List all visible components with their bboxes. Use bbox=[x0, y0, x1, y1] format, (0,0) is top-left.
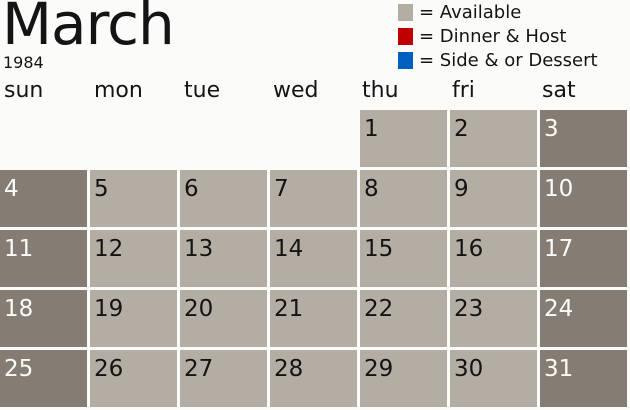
day-cell[interactable]: 21 bbox=[270, 290, 357, 347]
day-cell[interactable]: 13 bbox=[180, 230, 267, 287]
day-number: 19 bbox=[94, 296, 124, 322]
day-number: 18 bbox=[4, 296, 34, 322]
day-cell[interactable]: 18 bbox=[0, 290, 87, 347]
day-number: 22 bbox=[364, 296, 394, 322]
dow-wed: wed bbox=[273, 78, 319, 103]
legend-item-side-dessert: = Side & or Dessert bbox=[398, 48, 598, 72]
legend-item-available: = Available bbox=[398, 0, 598, 24]
day-cell[interactable]: 29 bbox=[360, 350, 447, 407]
day-cell[interactable]: 30 bbox=[450, 350, 537, 407]
day-number: 30 bbox=[454, 356, 484, 382]
day-cell[interactable]: 23 bbox=[450, 290, 537, 347]
day-number: 8 bbox=[364, 176, 379, 202]
day-cell[interactable]: 14 bbox=[270, 230, 357, 287]
day-cell[interactable]: 2 bbox=[450, 110, 537, 167]
day-cell[interactable]: 11 bbox=[0, 230, 87, 287]
day-cell[interactable]: 28 bbox=[270, 350, 357, 407]
day-number: 10 bbox=[544, 176, 574, 202]
day-number: 11 bbox=[4, 236, 34, 262]
day-cell[interactable]: 8 bbox=[360, 170, 447, 227]
day-cell[interactable]: 7 bbox=[270, 170, 357, 227]
side-dessert-swatch bbox=[398, 51, 413, 69]
day-cell[interactable]: 22 bbox=[360, 290, 447, 347]
empty-cell bbox=[180, 110, 267, 167]
empty-cell bbox=[0, 110, 87, 167]
month-title: March bbox=[2, 0, 175, 58]
day-cell[interactable]: 19 bbox=[90, 290, 177, 347]
day-cell[interactable]: 6 bbox=[180, 170, 267, 227]
day-cell[interactable]: 31 bbox=[540, 350, 627, 407]
day-number: 7 bbox=[274, 176, 289, 202]
day-number: 9 bbox=[454, 176, 469, 202]
legend-item-dinner-host: = Dinner & Host bbox=[398, 24, 598, 48]
day-cell[interactable]: 4 bbox=[0, 170, 87, 227]
day-number: 28 bbox=[274, 356, 304, 382]
dow-mon: mon bbox=[94, 78, 143, 103]
day-number: 6 bbox=[184, 176, 199, 202]
day-cell[interactable]: 10 bbox=[540, 170, 627, 227]
day-cell[interactable]: 9 bbox=[450, 170, 537, 227]
day-number: 26 bbox=[94, 356, 124, 382]
day-number: 13 bbox=[184, 236, 214, 262]
day-cell[interactable]: 24 bbox=[540, 290, 627, 347]
day-cell[interactable]: 27 bbox=[180, 350, 267, 407]
day-number: 21 bbox=[274, 296, 304, 322]
day-number: 31 bbox=[544, 356, 574, 382]
day-number: 16 bbox=[454, 236, 484, 262]
day-number: 12 bbox=[94, 236, 124, 262]
day-cell[interactable]: 5 bbox=[90, 170, 177, 227]
day-number: 1 bbox=[364, 116, 379, 142]
empty-cell bbox=[270, 110, 357, 167]
day-cell[interactable]: 16 bbox=[450, 230, 537, 287]
day-cell[interactable]: 3 bbox=[540, 110, 627, 167]
available-swatch bbox=[398, 3, 413, 21]
day-number: 23 bbox=[454, 296, 484, 322]
dow-sun: sun bbox=[4, 78, 44, 103]
day-number: 4 bbox=[4, 176, 19, 202]
day-cell[interactable]: 12 bbox=[90, 230, 177, 287]
day-number: 20 bbox=[184, 296, 214, 322]
dinner-host-swatch bbox=[398, 27, 413, 45]
day-number: 29 bbox=[364, 356, 394, 382]
day-cell[interactable]: 26 bbox=[90, 350, 177, 407]
day-number: 25 bbox=[4, 356, 34, 382]
dow-thu: thu bbox=[362, 78, 399, 103]
dow-sat: sat bbox=[542, 78, 576, 103]
day-number: 5 bbox=[94, 176, 109, 202]
day-number: 3 bbox=[544, 116, 559, 142]
day-number: 17 bbox=[544, 236, 574, 262]
day-number: 2 bbox=[454, 116, 469, 142]
legend: = Available = Dinner & Host = Side & or … bbox=[398, 0, 598, 72]
day-cell[interactable]: 1 bbox=[360, 110, 447, 167]
day-cell[interactable]: 25 bbox=[0, 350, 87, 407]
day-number: 15 bbox=[364, 236, 394, 262]
day-number: 27 bbox=[184, 356, 214, 382]
day-cell[interactable]: 15 bbox=[360, 230, 447, 287]
year-label: 1984 bbox=[3, 53, 44, 72]
day-number: 24 bbox=[544, 296, 574, 322]
dow-fri: fri bbox=[452, 78, 475, 103]
calendar-grid: 1 2 3 4 5 6 7 8 9 10 11 12 13 14 15 16 17 18 19 20 21 22 23 24 2… bbox=[0, 110, 630, 407]
empty-cell bbox=[90, 110, 177, 167]
day-number: 14 bbox=[274, 236, 304, 262]
day-cell[interactable]: 20 bbox=[180, 290, 267, 347]
dow-tue: tue bbox=[184, 78, 221, 103]
day-cell[interactable]: 17 bbox=[540, 230, 627, 287]
